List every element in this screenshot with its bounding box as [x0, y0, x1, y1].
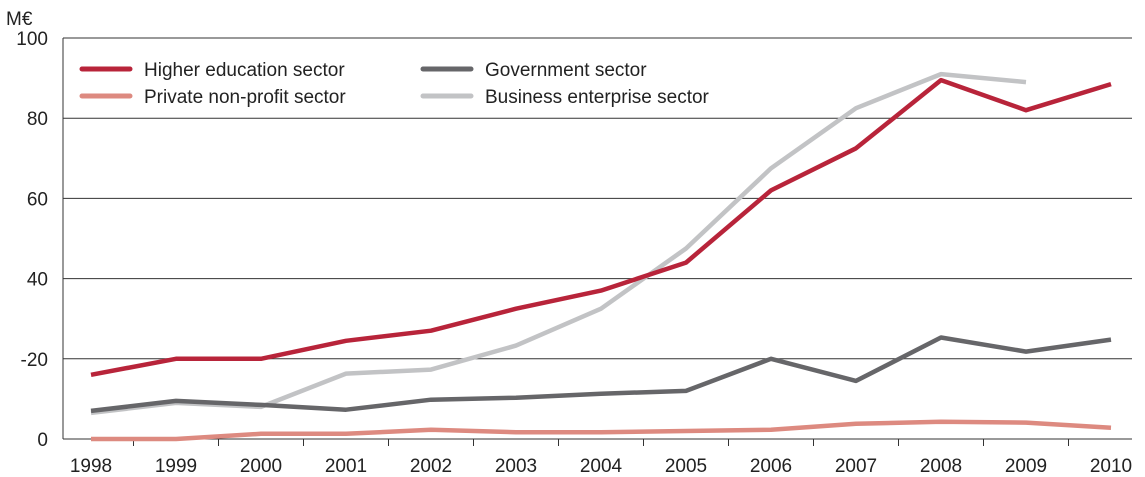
y-axis-unit-label: M€: [6, 9, 33, 30]
series-line-government-sector: [90, 335, 1112, 414]
y-tick-label: -20: [21, 350, 48, 371]
x-tick-label: 2008: [920, 456, 962, 477]
legend-label: Private non-profit sector: [144, 87, 346, 108]
y-tick-label: 0: [37, 430, 48, 451]
series-line-private-non-profit-sector: [91, 419, 1112, 442]
x-tick-label: 2005: [665, 456, 707, 477]
x-tick-label: 2007: [835, 456, 877, 477]
y-tick-label: 80: [27, 109, 48, 130]
y-tick-label: 40: [27, 270, 48, 291]
legend-item-private-non-profit-sector: Private non-profit sector: [79, 87, 346, 108]
series-lines: [90, 71, 1112, 442]
x-tick-label: 2004: [580, 456, 623, 477]
y-tick-label: 100: [16, 29, 48, 50]
x-tick-label: 2000: [240, 456, 282, 477]
legend-item-higher-education-sector: Higher education sector: [79, 60, 345, 81]
x-tick-label: 1998: [70, 456, 112, 477]
x-tick-label: 2010: [1090, 456, 1132, 477]
y-tick-label: 60: [27, 189, 48, 210]
x-tick-label: 2009: [1005, 456, 1047, 477]
x-axis-tick-labels: 1998 1999 2000 2001 2002 2003 2004 2005 2006 2007…: [70, 456, 1132, 477]
series-line-higher-education-sector: [90, 77, 1112, 378]
x-tick-label: 2003: [495, 456, 537, 477]
axes: [62, 38, 1132, 446]
legend-label: Government sector: [485, 60, 647, 81]
x-tick-label: 2002: [410, 456, 452, 477]
legend-label: Business enterprise sector: [485, 87, 710, 108]
legend-item-business-enterprise-sector: Business enterprise sector: [420, 87, 710, 108]
x-tick-label: 2006: [750, 456, 792, 477]
legend-label: Higher education sector: [144, 60, 345, 81]
legend-item-government-sector: Government sector: [420, 60, 647, 81]
x-tick-label: 2001: [325, 456, 367, 477]
x-tick-label: 1999: [155, 456, 197, 477]
y-axis-tick-labels: 0 -20 40 60 80 100: [16, 29, 48, 451]
gridlines: [63, 37, 1132, 360]
legend: Higher education sector Government sector…: [79, 60, 710, 108]
